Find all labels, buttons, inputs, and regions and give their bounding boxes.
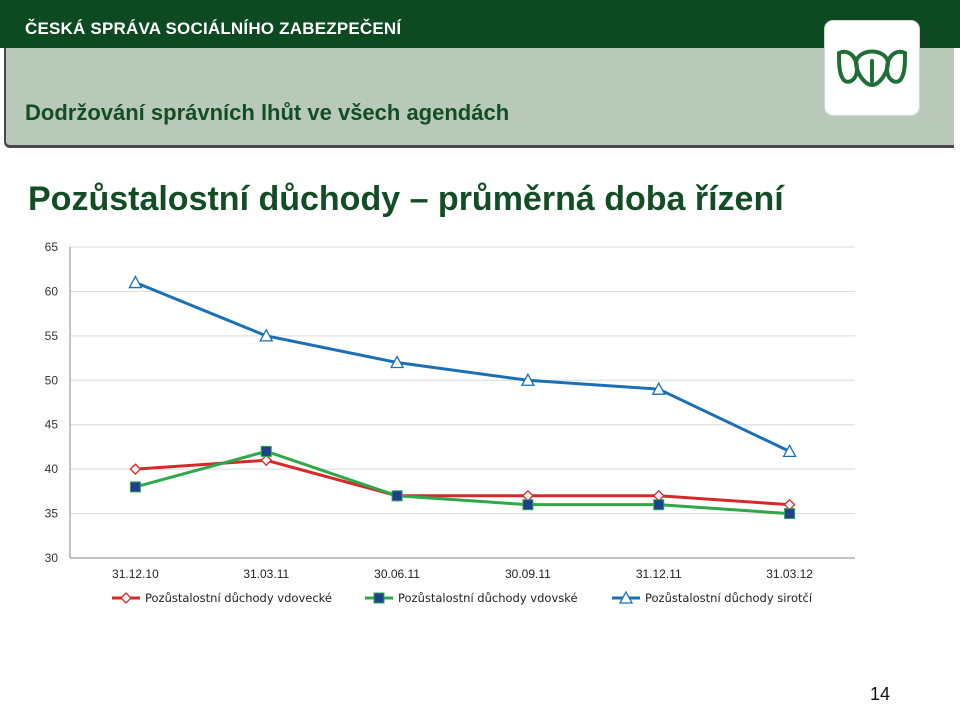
legend-label: Pozůstalostní důchody sirotčí — [645, 591, 813, 605]
legend-label: Pozůstalostní důchody vdovské — [398, 591, 578, 605]
legend-marker — [373, 592, 385, 604]
y-tick-label: 40 — [45, 462, 59, 476]
data-point-series-3 — [520, 372, 536, 386]
legend-marker — [120, 592, 132, 604]
y-tick-label: 55 — [45, 329, 59, 343]
x-tick-label: 31.03.12 — [766, 567, 813, 581]
data-point-series-2 — [522, 499, 534, 511]
y-tick-label: 60 — [45, 284, 59, 298]
data-point-series-2 — [129, 481, 141, 493]
series-line-1 — [135, 458, 790, 507]
series-line-3 — [134, 281, 791, 453]
line-chart: 30 35 40 45 50 55 60 65 31.12.10 31.03.11 30.06.11… — [45, 240, 855, 605]
legend-marker — [618, 590, 634, 604]
y-tick-label: 50 — [45, 373, 59, 387]
x-tick-label: 31.12.10 — [112, 567, 159, 581]
y-tick-label: 30 — [45, 551, 59, 565]
subheader-band — [4, 48, 954, 148]
data-point-series-3 — [128, 275, 143, 289]
page-number: 14 — [870, 684, 891, 704]
x-tick-label: 30.06.11 — [374, 567, 420, 581]
data-point-series-2 — [784, 508, 796, 520]
header-band — [0, 0, 960, 48]
legend-label: Pozůstalostní důchody vdovecké — [145, 591, 332, 605]
data-point-series-3 — [782, 444, 797, 458]
data-point-series-2 — [260, 445, 272, 457]
slide-title: Pozůstalostní důchody – průměrná doba ří… — [28, 180, 784, 218]
series-line-2 — [135, 449, 790, 516]
x-tick-label: 31.12.11 — [636, 567, 682, 581]
data-point-series-3 — [389, 355, 405, 369]
x-tick-label: 31.03.11 — [243, 567, 289, 581]
agenda-title: Dodržování správních lhůt ve všech agend… — [25, 100, 510, 125]
logo — [824, 20, 920, 116]
data-point-series-2 — [391, 490, 403, 502]
data-point-series-1 — [260, 454, 273, 467]
organization-name: ČESKÁ SPRÁVA SOCIÁLNÍHO ZABEZPEČENÍ — [25, 19, 402, 38]
y-tick-label: 35 — [45, 507, 59, 521]
data-point-series-2 — [653, 499, 665, 511]
data-point-series-3 — [259, 328, 274, 342]
cssz-leaf-logo-icon — [836, 49, 908, 88]
x-tick-label: 30.09.11 — [505, 567, 551, 581]
data-point-series-3 — [651, 381, 666, 395]
y-tick-label: 45 — [45, 418, 59, 432]
y-tick-label: 65 — [45, 240, 59, 254]
data-point-series-1 — [129, 463, 142, 476]
